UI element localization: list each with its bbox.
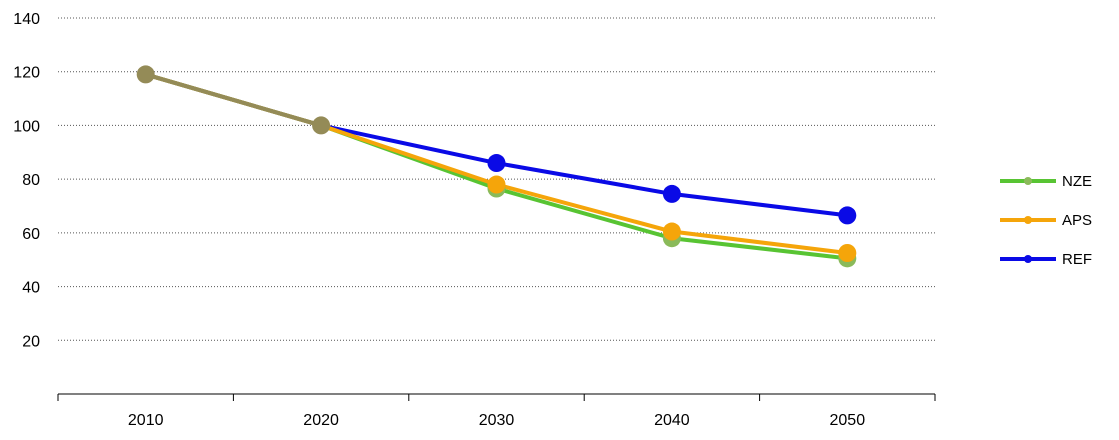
x-axis: 2010 2020 2030 2040 2050 bbox=[57, 393, 936, 429]
legend: NZE APS REF bbox=[1000, 173, 1092, 268]
data-point-shared bbox=[312, 116, 331, 135]
y-axis-tick-labels: 20 40 60 80 100 120 140 bbox=[13, 11, 40, 350]
y-tick-label: 80 bbox=[22, 172, 40, 189]
y-tick-label: 120 bbox=[13, 65, 40, 82]
y-tick-label: 60 bbox=[22, 226, 40, 243]
x-tick-label: 2010 bbox=[128, 412, 164, 429]
x-tick-label: 2030 bbox=[479, 412, 515, 429]
data-point-aps bbox=[487, 175, 506, 194]
legend-item-nze: NZE bbox=[1000, 173, 1092, 190]
legend-swatch-marker bbox=[1024, 255, 1032, 263]
data-point-ref bbox=[838, 206, 857, 225]
data-point-aps bbox=[662, 222, 681, 241]
shared-series-segment bbox=[145, 72, 322, 128]
y-tick-label: 20 bbox=[22, 333, 40, 350]
y-tick-label: 40 bbox=[22, 280, 40, 297]
data-point-ref bbox=[487, 154, 506, 173]
legend-label: APS bbox=[1062, 212, 1092, 229]
data-point-shared bbox=[136, 65, 155, 84]
legend-swatch-marker bbox=[1024, 177, 1032, 185]
y-tick-label: 100 bbox=[13, 118, 40, 135]
legend-item-aps: APS bbox=[1000, 212, 1092, 229]
legend-item-ref: REF bbox=[1000, 251, 1092, 268]
legend-swatch-marker bbox=[1024, 216, 1032, 224]
y-tick-label: 140 bbox=[13, 11, 40, 28]
x-tick-label: 2020 bbox=[303, 412, 339, 429]
data-point-aps bbox=[838, 244, 857, 262]
legend-label: NZE bbox=[1062, 173, 1092, 190]
x-tick-label: 2040 bbox=[654, 412, 690, 429]
data-series bbox=[136, 65, 857, 268]
data-point-ref bbox=[662, 184, 681, 203]
legend-label: REF bbox=[1062, 251, 1092, 268]
x-tick-label: 2050 bbox=[830, 412, 866, 429]
